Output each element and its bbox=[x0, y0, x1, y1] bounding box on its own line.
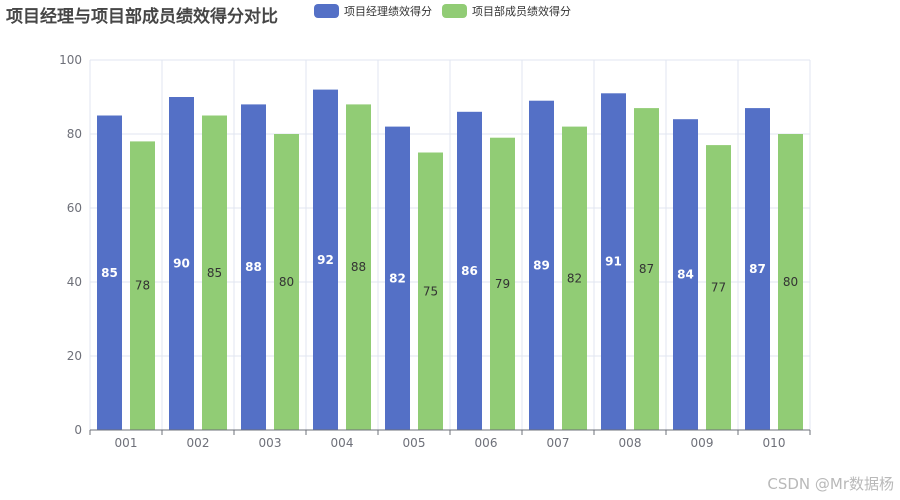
x-tick-label: 006 bbox=[475, 436, 498, 450]
bar bbox=[241, 104, 266, 431]
data-label: 87 bbox=[639, 262, 654, 276]
bar bbox=[778, 134, 803, 430]
data-label: 80 bbox=[783, 275, 798, 289]
bar bbox=[274, 134, 299, 430]
y-tick-label: 20 bbox=[67, 349, 82, 363]
x-tick-label: 004 bbox=[331, 436, 354, 450]
data-label: 85 bbox=[101, 266, 118, 280]
x-tick-label: 003 bbox=[259, 436, 282, 450]
y-tick-label: 40 bbox=[67, 275, 82, 289]
bar bbox=[313, 89, 338, 430]
bar bbox=[385, 126, 410, 430]
bar bbox=[562, 126, 587, 430]
bar bbox=[490, 137, 515, 430]
data-label: 85 bbox=[207, 266, 222, 280]
x-tick-label: 002 bbox=[187, 436, 210, 450]
y-tick-label: 0 bbox=[74, 423, 82, 437]
data-label: 80 bbox=[279, 275, 294, 289]
x-tick-label: 008 bbox=[619, 436, 642, 450]
data-label: 75 bbox=[423, 284, 438, 298]
chart-title: 项目经理与项目部成员绩效得分对比 bbox=[6, 7, 278, 27]
legend-item-manager[interactable]: 项目经理绩效得分 bbox=[314, 3, 432, 19]
x-tick-label: 010 bbox=[763, 436, 786, 450]
legend-swatch-members bbox=[442, 4, 467, 18]
x-tick-label: 005 bbox=[403, 436, 426, 450]
watermark: CSDN @Mr数据杨 bbox=[767, 475, 894, 493]
bar bbox=[634, 108, 659, 430]
y-tick-label: 60 bbox=[67, 201, 82, 215]
bar bbox=[745, 108, 770, 430]
data-label: 86 bbox=[461, 264, 478, 278]
bar bbox=[97, 115, 122, 430]
data-label: 79 bbox=[495, 277, 510, 291]
data-labels: 85 78 90 85 88 80 92 88 82 75 86 79 89 82 91 87 84 77 87 80 bbox=[101, 253, 798, 298]
x-tick-label: 007 bbox=[547, 436, 570, 450]
y-tick-label: 100 bbox=[59, 53, 82, 67]
legend-item-members[interactable]: 项目部成员绩效得分 bbox=[442, 3, 571, 19]
data-label: 77 bbox=[711, 281, 726, 295]
bar bbox=[130, 141, 155, 430]
data-label: 89 bbox=[533, 258, 550, 272]
data-label: 88 bbox=[351, 260, 366, 274]
bar bbox=[202, 115, 227, 430]
bar bbox=[169, 97, 194, 430]
data-label: 82 bbox=[389, 271, 406, 285]
data-label: 87 bbox=[749, 262, 766, 276]
bars bbox=[97, 89, 803, 431]
legend-label-members: 项目部成员绩效得分 bbox=[472, 5, 571, 18]
x-tick-label: 001 bbox=[115, 436, 138, 450]
grid-lines bbox=[89, 59, 811, 430]
x-tick-label: 009 bbox=[691, 436, 714, 450]
legend-swatch-manager bbox=[314, 4, 339, 18]
data-label: 84 bbox=[677, 268, 694, 282]
bar bbox=[457, 111, 482, 431]
bar bbox=[529, 100, 554, 430]
bar bbox=[418, 152, 443, 430]
data-label: 82 bbox=[567, 271, 582, 285]
bar bbox=[673, 119, 698, 430]
legend: 项目经理绩效得分 项目部成员绩效得分 bbox=[314, 3, 571, 19]
axes: 0 20 40 60 80 100 001 002 003 004 005 006 007 008 009 0… bbox=[59, 53, 811, 450]
y-tick-label: 80 bbox=[67, 127, 82, 141]
data-label: 90 bbox=[173, 257, 190, 271]
bar bbox=[346, 104, 371, 431]
data-label: 88 bbox=[245, 260, 262, 274]
data-label: 92 bbox=[317, 253, 334, 267]
data-label: 78 bbox=[135, 279, 150, 293]
legend-label-manager: 项目经理绩效得分 bbox=[344, 5, 432, 18]
bar bbox=[706, 145, 731, 430]
data-label: 91 bbox=[605, 255, 622, 269]
bar bbox=[601, 93, 626, 431]
